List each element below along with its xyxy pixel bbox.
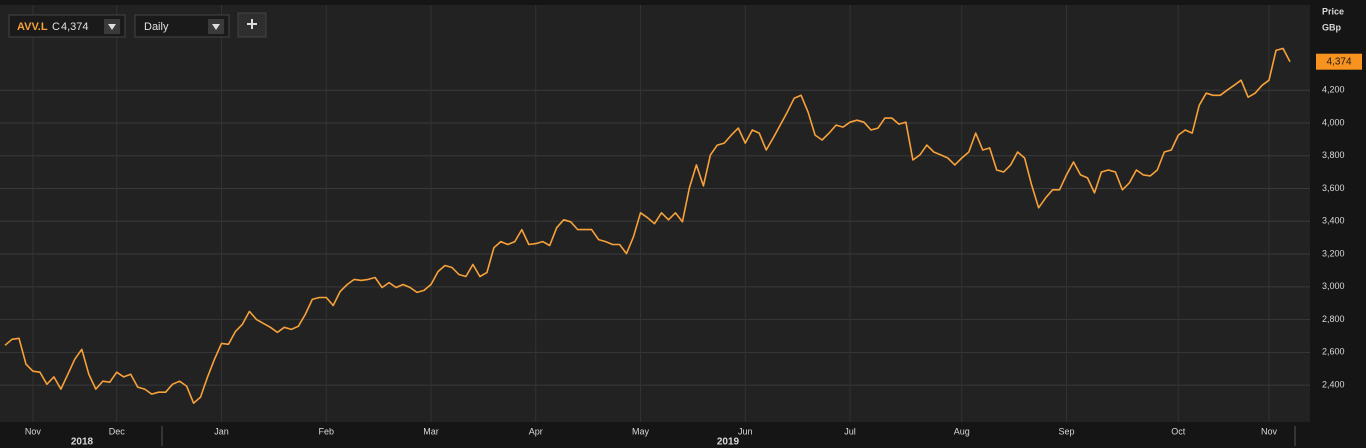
x-tick-label: Mar (423, 426, 439, 436)
x-tick-label: Apr (529, 426, 543, 436)
y-tick-label: 3,200 (1322, 248, 1345, 258)
x-tick-label: Jan (214, 426, 229, 436)
interval-box[interactable] (134, 14, 230, 38)
y-tick-label: 2,400 (1322, 380, 1345, 390)
x-tick-label: Sep (1059, 426, 1075, 436)
last-value-label: 4,374 (1326, 56, 1351, 67)
x-tick-label: Nov (25, 426, 42, 436)
dropdown-arrow (212, 24, 220, 30)
close-prefix: C (52, 21, 60, 33)
x-tick-label: Feb (318, 426, 334, 436)
y-axis-label: GBp (1322, 22, 1342, 32)
year-label: 2018 (71, 437, 94, 448)
y-tick-label: 4,200 (1322, 85, 1345, 95)
y-tick-label: 2,800 (1322, 314, 1345, 324)
x-tick-label: May (632, 426, 650, 436)
x-tick-label: Oct (1171, 426, 1186, 436)
y-tick-label: 3,000 (1322, 281, 1345, 291)
y-tick-label: 3,800 (1322, 150, 1345, 160)
toolbar: AVV.L C 4,374 Daily (8, 12, 267, 38)
y-tick-label: 4,000 (1322, 117, 1345, 127)
dropdown-arrow (108, 24, 116, 30)
price-line (4, 47, 1291, 405)
y-tick-label: 3,600 (1322, 183, 1345, 193)
x-tick-label: Dec (109, 426, 126, 436)
last-value-box (1316, 53, 1362, 70)
x-tick-label: Nov (1261, 426, 1278, 436)
plot-area (0, 5, 1310, 422)
symbol-box[interactable] (8, 14, 126, 38)
series (4, 47, 1291, 405)
y-axis-label: Price (1322, 6, 1344, 16)
close-value: 4,374 (61, 21, 89, 33)
x-tick-label: Jul (844, 426, 856, 436)
grid (0, 5, 1310, 422)
symbol: AVV.L (17, 21, 48, 33)
y-tick-label: 2,600 (1322, 347, 1345, 357)
x-tick-label: Aug (954, 426, 970, 436)
year-label: 2019 (717, 437, 740, 448)
y-tick-label: 3,400 (1322, 216, 1345, 226)
x-tick-label: Jun (738, 426, 753, 436)
interval: Daily (144, 21, 169, 33)
